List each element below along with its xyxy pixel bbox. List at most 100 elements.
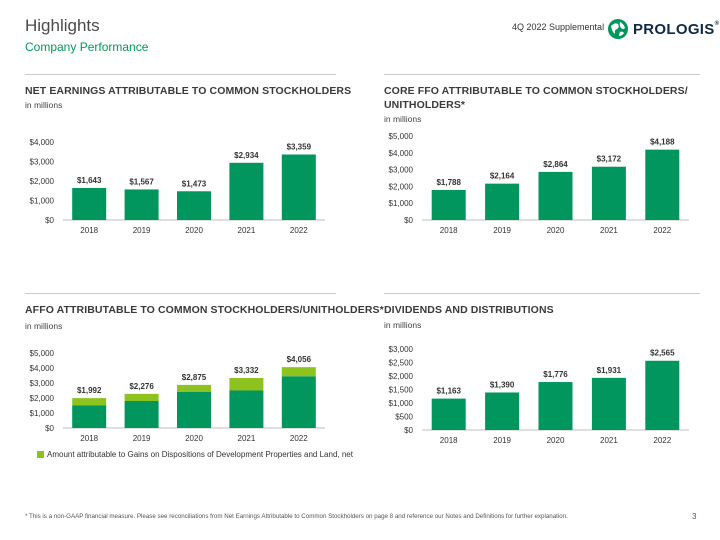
- bar: [645, 149, 680, 220]
- data-label: $2,276: [129, 382, 154, 391]
- y-tick-label: $500: [395, 413, 413, 422]
- x-tick-label: 2020: [547, 226, 565, 235]
- data-label: $2,934: [234, 151, 259, 160]
- section-divider: [384, 293, 700, 294]
- x-tick-label: 2019: [133, 434, 151, 443]
- data-label: $3,359: [287, 142, 312, 151]
- bar: [72, 187, 107, 220]
- y-tick-label: $1,000: [389, 399, 414, 408]
- supplemental-label: 4Q 2022 Supplemental: [512, 22, 605, 32]
- bar-base-segment: [72, 405, 107, 428]
- y-tick-label: $0: [404, 216, 413, 225]
- x-tick-label: 2021: [238, 226, 256, 235]
- bar: [431, 398, 466, 430]
- data-label: $2,875: [182, 373, 207, 382]
- bar: [538, 382, 573, 430]
- y-tick-label: $2,000: [30, 177, 55, 186]
- y-tick-label: $1,000: [30, 409, 55, 418]
- data-label: $1,567: [129, 177, 154, 186]
- y-tick-label: $4,000: [30, 364, 55, 373]
- bar-gain-segment: [281, 367, 316, 377]
- data-label: $1,390: [490, 380, 515, 389]
- bar: [485, 183, 520, 220]
- data-label: $4,188: [650, 138, 675, 147]
- x-tick-label: 2021: [600, 436, 618, 445]
- x-tick-label: 2020: [185, 226, 203, 235]
- net-earnings-title: NET EARNINGS ATTRIBUTABLE TO COMMON STOC…: [25, 85, 352, 97]
- y-tick-label: $3,000: [30, 379, 55, 388]
- x-tick-label: 2022: [290, 226, 308, 235]
- y-tick-label: $1,500: [389, 386, 414, 395]
- y-tick-label: $5,000: [389, 132, 414, 141]
- y-tick-label: $0: [45, 216, 54, 225]
- affo-title: AFFO ATTRIBUTABLE TO COMMON STOCKHOLDERS…: [25, 304, 384, 316]
- data-label: $1,776: [543, 370, 568, 379]
- y-tick-label: $2,500: [389, 359, 414, 368]
- bar: [177, 191, 211, 220]
- bar: [591, 166, 626, 220]
- bar-gain-segment: [177, 384, 211, 392]
- core-ffo-title: CORE FFO ATTRIBUTABLE TO COMMON STOCKHOL…: [384, 85, 688, 111]
- x-tick-label: 2018: [80, 434, 98, 443]
- y-tick-label: $5,000: [30, 349, 55, 358]
- legend-swatch: [37, 451, 44, 458]
- bar: [538, 171, 573, 220]
- footnote: * This is a non-GAAP financial measure. …: [25, 513, 568, 520]
- y-tick-label: $4,000: [30, 138, 55, 147]
- page-subtitle: Company Performance: [25, 40, 149, 54]
- data-label: $3,172: [597, 155, 622, 164]
- bar: [229, 162, 264, 220]
- affo-legend: Amount attributable to Gains on Disposit…: [37, 450, 353, 459]
- x-tick-label: 2019: [493, 226, 511, 235]
- data-label: $1,163: [436, 387, 461, 396]
- bar-gain-segment: [229, 378, 264, 391]
- data-label: $3,332: [234, 366, 259, 375]
- net-earnings-subtitle: in millions: [25, 100, 63, 110]
- y-tick-label: $0: [404, 426, 413, 435]
- x-tick-label: 2018: [440, 226, 458, 235]
- core-ffo-chart: $0 $1,000 $2,000 $3,000 $4,000 $5,000 $1,788 20…: [389, 132, 689, 235]
- y-tick-label: $2,000: [389, 372, 414, 381]
- bar-base-segment: [177, 392, 211, 428]
- page-title: Highlights: [25, 16, 100, 35]
- bar-base-segment: [229, 390, 264, 428]
- x-tick-label: 2022: [653, 436, 671, 445]
- section-divider: [25, 74, 336, 75]
- data-label: $1,473: [182, 179, 207, 188]
- y-tick-label: $2,000: [30, 394, 55, 403]
- y-tick-label: $1,000: [389, 199, 414, 208]
- dividends-title: DIVIDENDS AND DISTRIBUTIONS: [384, 304, 554, 316]
- y-tick-label: $4,000: [389, 149, 414, 158]
- net-earnings-chart: $0 $1,000 $2,000 $3,000 $4,000 $1,643 2018 $1,5…: [30, 138, 325, 235]
- x-tick-label: 2022: [290, 434, 308, 443]
- data-label: $1,931: [597, 366, 622, 375]
- affo-chart: $0 $1,000 $2,000 $3,000 $4,000 $5,000 $1,992 20…: [30, 349, 325, 443]
- x-tick-label: 2021: [600, 226, 618, 235]
- dividends-chart: $0 $500 $1,000 $1,500 $2,000 $2,500 $3,000 $1,1…: [389, 345, 689, 445]
- x-tick-label: 2020: [547, 436, 565, 445]
- y-tick-label: $3,000: [389, 166, 414, 175]
- legend-label: Amount attributable to Gains on Disposit…: [47, 450, 353, 459]
- bar-gain-segment: [72, 398, 107, 406]
- bar: [431, 189, 466, 220]
- affo-subtitle: in millions: [25, 321, 63, 331]
- bar: [485, 392, 520, 430]
- x-tick-label: 2019: [493, 436, 511, 445]
- bar-gain-segment: [124, 393, 159, 401]
- x-tick-label: 2020: [185, 434, 203, 443]
- data-label: $2,565: [650, 349, 675, 358]
- data-label: $2,164: [490, 172, 515, 181]
- section-divider: [384, 74, 700, 75]
- data-label: $1,643: [77, 176, 102, 185]
- y-tick-label: $0: [45, 424, 54, 433]
- bar: [591, 377, 626, 430]
- section-divider: [25, 293, 336, 294]
- x-tick-label: 2018: [440, 436, 458, 445]
- bar-base-segment: [281, 376, 316, 428]
- data-label: $2,864: [543, 160, 568, 169]
- x-tick-label: 2021: [238, 434, 256, 443]
- y-tick-label: $3,000: [389, 345, 414, 354]
- dividends-subtitle: in millions: [384, 320, 422, 330]
- y-tick-label: $3,000: [30, 158, 55, 167]
- x-tick-label: 2019: [133, 226, 151, 235]
